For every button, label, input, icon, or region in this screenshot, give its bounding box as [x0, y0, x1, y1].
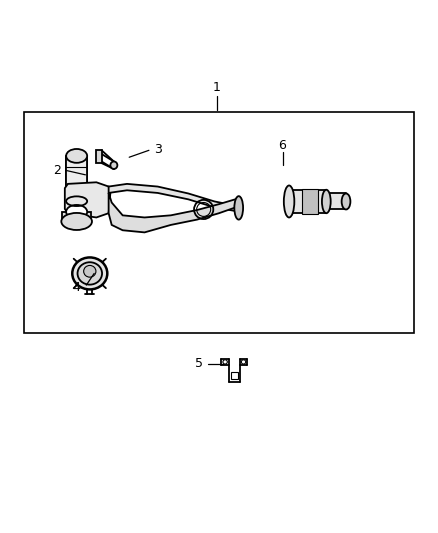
Polygon shape: [109, 193, 239, 232]
Ellipse shape: [61, 213, 92, 230]
Ellipse shape: [241, 360, 246, 364]
Polygon shape: [302, 189, 318, 214]
Ellipse shape: [84, 265, 96, 277]
Text: 1: 1: [213, 82, 221, 94]
Ellipse shape: [62, 215, 91, 226]
Ellipse shape: [66, 205, 87, 219]
Ellipse shape: [223, 360, 227, 364]
Text: 3: 3: [154, 143, 162, 156]
Text: 4: 4: [73, 281, 81, 294]
Polygon shape: [62, 212, 91, 221]
Polygon shape: [231, 372, 238, 379]
Ellipse shape: [322, 190, 331, 213]
Text: 6: 6: [279, 139, 286, 152]
Ellipse shape: [284, 185, 294, 217]
Polygon shape: [289, 190, 326, 213]
Ellipse shape: [66, 149, 87, 163]
Text: 2: 2: [53, 164, 61, 177]
Polygon shape: [326, 193, 346, 209]
Polygon shape: [66, 156, 87, 212]
Bar: [24, 112, 414, 333]
Polygon shape: [109, 184, 239, 212]
Ellipse shape: [234, 196, 243, 220]
Ellipse shape: [110, 161, 117, 169]
Text: 5: 5: [195, 357, 203, 370]
Polygon shape: [96, 150, 102, 163]
Ellipse shape: [342, 193, 350, 209]
Ellipse shape: [78, 262, 102, 285]
Ellipse shape: [72, 257, 107, 289]
Polygon shape: [65, 182, 110, 217]
